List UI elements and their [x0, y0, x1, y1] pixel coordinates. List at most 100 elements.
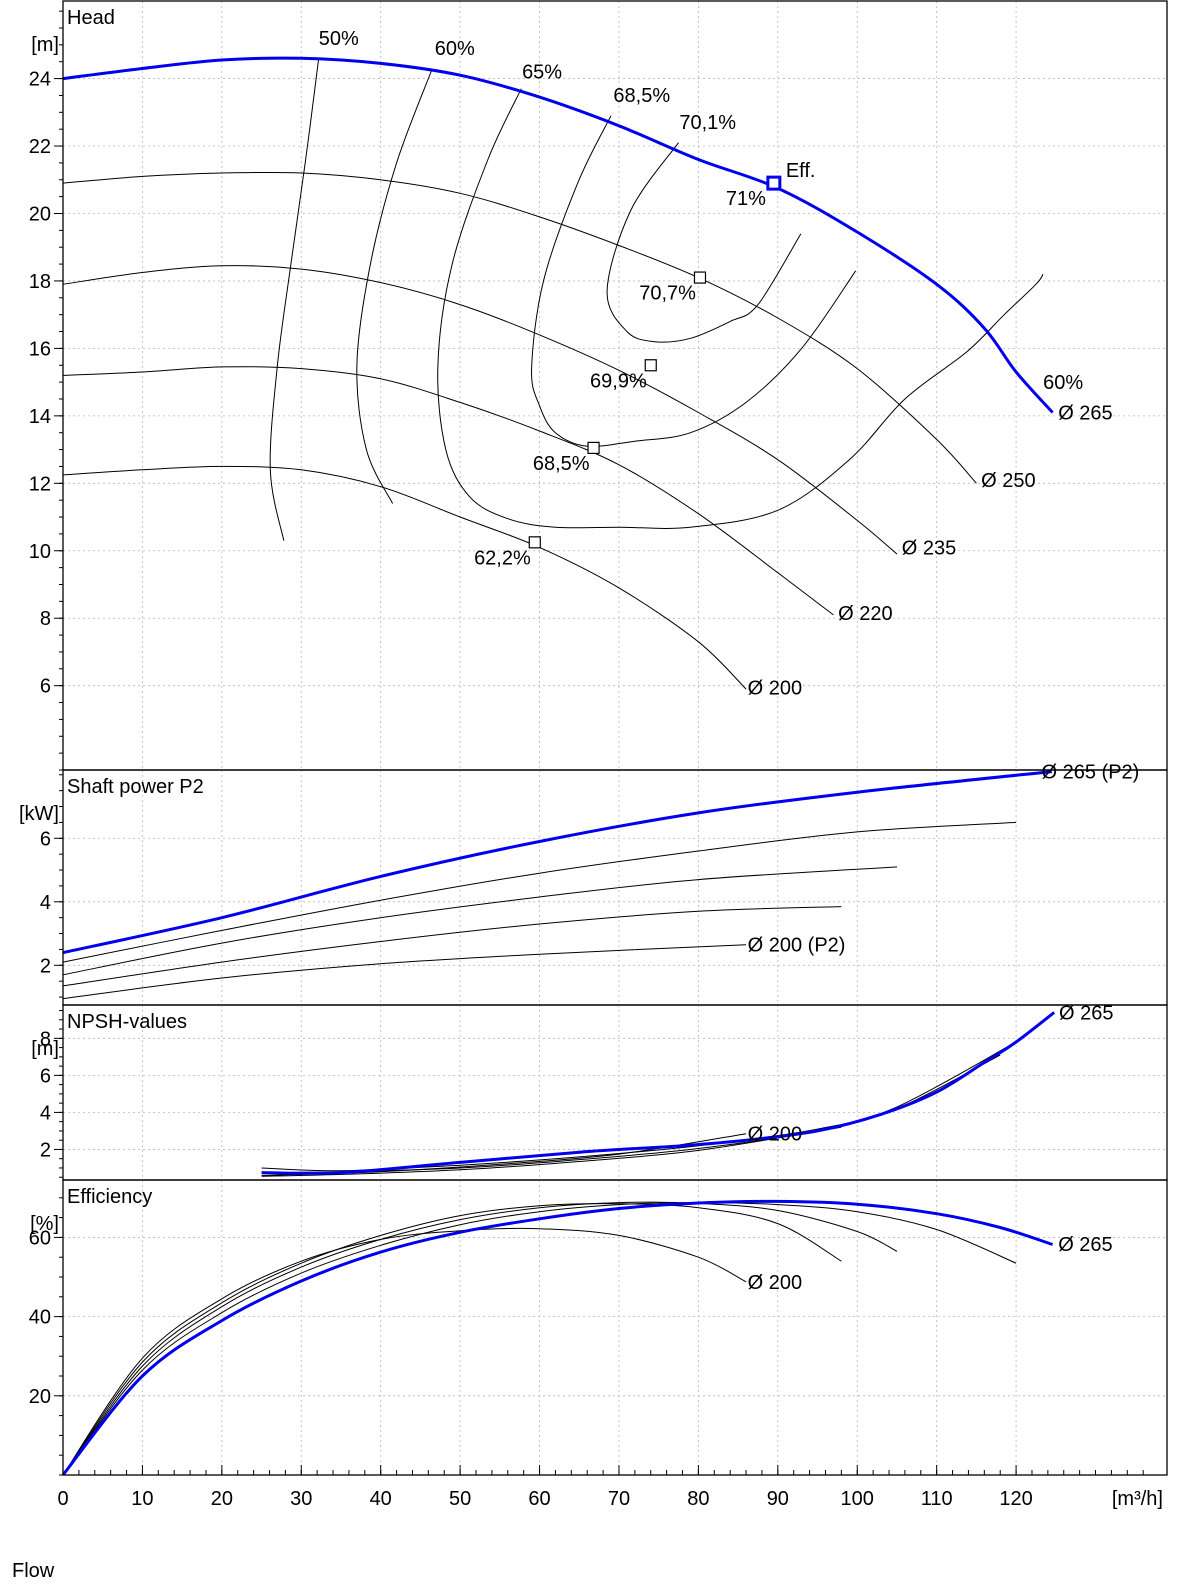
panel-frame — [62, 1179, 1168, 1476]
y-tick-label: 18 — [29, 271, 51, 293]
y-tick-label: 6 — [40, 676, 51, 698]
curve-label: Ø 265 — [1059, 1002, 1113, 1024]
y-tick-label: 22 — [29, 136, 51, 158]
panel-efficiency: 20 40 60 Efficiency [%] Ø 265 Ø 200 — [29, 1179, 1168, 1476]
x-tick-label: 40 — [370, 1488, 392, 1510]
y-tick-label: 24 — [29, 69, 51, 91]
y-tick-label: 2 — [40, 1139, 51, 1161]
bep-marker — [587, 441, 600, 454]
x-tick-label: 0 — [57, 1488, 68, 1510]
curve-label: Ø 265 — [1058, 402, 1112, 424]
y-tick-label: 2 — [40, 955, 51, 977]
series-line — [62, 1201, 898, 1476]
curve-label: Ø 265 — [1058, 1234, 1112, 1256]
x-tick-label: 60 — [528, 1488, 550, 1510]
bep-label: 69,9% — [590, 370, 647, 392]
y-tick-label: 4 — [40, 1102, 51, 1124]
y-tick-label: 14 — [29, 406, 51, 428]
series-line — [261, 1054, 1001, 1174]
y-tick-label: 12 — [29, 473, 51, 495]
series-line — [62, 171, 977, 484]
bep-marker — [644, 359, 657, 372]
bep-label: 62,2% — [474, 547, 531, 569]
x-axis-title: Flow — [12, 1560, 55, 1582]
series-line — [62, 1202, 1017, 1476]
y-axis-unit: [m] — [31, 34, 59, 56]
panel-head: 6 8 10 12 14 16 18 20 22 24 Head [m] 50% 60% 65% 68,5% 7… — [29, 0, 1168, 771]
curve-label: Ø 265 (P2) — [1042, 762, 1140, 784]
y-tick-label: 20 — [29, 203, 51, 225]
y-tick-label: 8 — [40, 608, 51, 630]
panel-title: NPSH-values — [67, 1011, 187, 1033]
series-line — [62, 866, 898, 976]
series-line — [261, 1011, 1056, 1175]
series-line — [62, 944, 747, 1000]
y-tick-label: 4 — [40, 892, 51, 914]
curve-label: Ø 200 — [748, 677, 802, 699]
efficiency-contour — [437, 88, 1044, 529]
series-line — [62, 821, 1017, 963]
x-tick-label: 30 — [290, 1488, 312, 1510]
efficiency-contour — [606, 142, 802, 343]
x-tick-label: 120 — [999, 1488, 1032, 1510]
y-axis-unit: [%] — [30, 1213, 59, 1235]
series-line — [62, 366, 834, 616]
bep-label: 68,5% — [533, 453, 590, 475]
x-tick-label: 80 — [687, 1488, 709, 1510]
contour-label: 68,5% — [613, 85, 670, 107]
panel-power: 2 4 6 Shaft power P2 [kW] Ø 265 (P2) Ø 200 (P2… — [19, 762, 1168, 1006]
contour-label: 50% — [319, 28, 359, 50]
curve-label: Ø 220 — [838, 603, 892, 625]
series-line — [62, 465, 747, 690]
bep-marker — [693, 271, 707, 284]
panel-title: Head — [67, 7, 115, 29]
x-tick-label: 70 — [608, 1488, 630, 1510]
series-line — [62, 1203, 842, 1476]
curve-label: Ø 200 — [748, 1124, 802, 1146]
curve-label: Ø 250 — [981, 470, 1035, 492]
y-tick-label: 20 — [29, 1386, 51, 1408]
panel-npsh: 2 4 6 8 NPSH-values [m] Ø 265 Ø 200 — [31, 1002, 1168, 1181]
bep-marker — [528, 536, 541, 549]
curve-label: Ø 235 — [902, 537, 956, 559]
bep-label: 70,7% — [639, 283, 696, 305]
x-tick-label: 50 — [449, 1488, 471, 1510]
curve-label: Ø 200 (P2) — [748, 935, 846, 957]
contour-label: 60% — [435, 38, 475, 60]
efficiency-contour — [356, 68, 433, 504]
y-tick-label: 6 — [40, 1065, 51, 1087]
y-axis-unit: [kW] — [19, 803, 59, 825]
efficiency-contour — [269, 58, 320, 541]
efficiency-contour — [531, 115, 857, 447]
y-tick-label: 60 — [29, 1227, 51, 1249]
contour-label: 65% — [522, 62, 562, 84]
series-line — [261, 1133, 747, 1176]
operating-point-value: 71% — [726, 188, 766, 210]
y-tick-label: 10 — [29, 541, 51, 563]
operating-point-marker — [766, 175, 782, 191]
curve-label: Ø 200 — [748, 1272, 802, 1294]
series-line — [261, 1126, 842, 1177]
operating-point-label: Eff. — [786, 160, 816, 182]
x-tick-label: 20 — [211, 1488, 233, 1510]
y-tick-label: 8 — [40, 1028, 51, 1050]
contour-label: 60% — [1043, 372, 1083, 394]
y-axis-unit: [m] — [31, 1038, 59, 1060]
y-tick-label: 40 — [29, 1307, 51, 1329]
x-tick-label: 100 — [841, 1488, 874, 1510]
series-line — [62, 265, 898, 555]
y-tick-label: 6 — [40, 828, 51, 850]
x-tick-label: 90 — [767, 1488, 789, 1510]
contour-label: 70,1% — [679, 112, 736, 134]
series-line — [62, 906, 842, 987]
panel-title: Efficiency — [67, 1186, 152, 1208]
x-axis: 0 10 20 30 40 50 60 70 80 90 100 110 120 [m³/h] — [57, 1465, 1163, 1510]
series-line — [62, 56, 1054, 414]
x-tick-label: 10 — [131, 1488, 153, 1510]
y-tick-label: 16 — [29, 338, 51, 360]
series-line — [61, 1199, 1054, 1476]
panel-title: Shaft power P2 — [67, 776, 204, 798]
series-line — [62, 770, 1052, 955]
series-line — [62, 1227, 747, 1476]
